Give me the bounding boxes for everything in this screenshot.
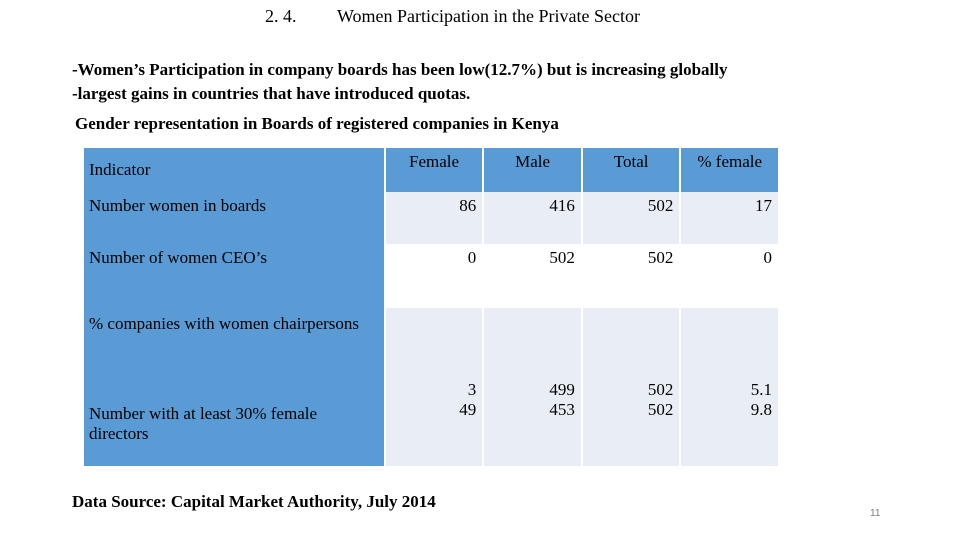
cell-total: 502 (582, 192, 680, 244)
cell-female: 3 49 (385, 380, 483, 466)
cell-male: 502 (484, 244, 581, 308)
cell-male: 416 (484, 192, 581, 244)
column-header-male: Male (484, 148, 581, 192)
column-header-indicator: Indicator (84, 148, 384, 192)
table-caption: Gender representation in Boards of regis… (75, 114, 559, 133)
cell-total: 502 (582, 244, 680, 308)
table-row: Number women in boards 86 416 502 17 (84, 192, 778, 244)
column-header-total: Total (582, 148, 680, 192)
table-row: % companies with women chairpersons (84, 308, 778, 402)
column-header-female: Female (385, 148, 483, 192)
cell-value: 9.8 (750, 400, 772, 419)
cell-pct-female (681, 308, 778, 402)
cell-female: 0 (385, 244, 483, 308)
cell-male (484, 308, 581, 402)
bullet-list: -Women’s Participation in company boards… (72, 58, 728, 106)
bullet-item: -largest gains in countries that have in… (72, 84, 471, 103)
row-indicator: Number women in boards (84, 192, 384, 244)
page-number: 11 (870, 508, 881, 519)
section-title: Women Participation in the Private Secto… (337, 6, 640, 26)
cell-female (385, 308, 483, 402)
table-row: Number of women CEO’s 0 502 502 0 (84, 244, 778, 308)
cell-male: 499 453 (484, 380, 581, 466)
data-source-note: Data Source: Capital Market Authority, J… (72, 492, 436, 511)
row-indicator: Number of women CEO’s (84, 244, 384, 308)
cell-value: 3 (467, 380, 477, 399)
cell-value: 453 (549, 400, 575, 419)
row-indicator: Number with at least 30% female director… (84, 402, 384, 466)
cell-pct-female: 0 (681, 244, 778, 308)
cell-value: 5.1 (750, 380, 772, 399)
bullet-item: -Women’s Participation in company boards… (72, 60, 728, 79)
cell-total: 502 502 (582, 380, 680, 466)
cell-total (582, 308, 680, 402)
cell-value: 502 (647, 380, 674, 399)
cell-value: 499 (549, 380, 575, 399)
slide-heading: 2. 4. Women Participation in the Private … (265, 6, 640, 27)
cell-value: 49 (459, 400, 477, 419)
section-number: 2. 4. (265, 6, 297, 26)
cell-female: 86 (385, 192, 483, 244)
cell-pct-female: 5.1 9.8 (681, 380, 778, 466)
column-header-pct-female: % female (681, 148, 778, 192)
table-header-row: Indicator Female Male Total % female (84, 148, 778, 192)
table-row: Number with at least 30% female director… (84, 380, 778, 466)
cell-pct-female: 17 (681, 192, 778, 244)
gender-representation-table: Indicator Female Male Total % female Num… (82, 148, 780, 466)
cell-value: 502 (647, 400, 674, 419)
row-indicator: % companies with women chairpersons (84, 308, 384, 402)
